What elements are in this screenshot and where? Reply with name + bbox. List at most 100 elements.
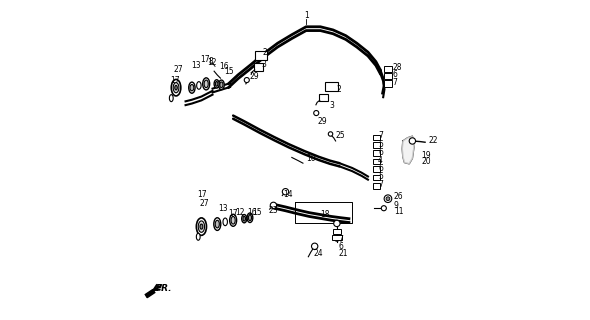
Ellipse shape — [200, 224, 203, 229]
Ellipse shape — [220, 82, 223, 88]
FancyBboxPatch shape — [326, 82, 338, 91]
Text: 22: 22 — [428, 136, 438, 145]
Circle shape — [334, 220, 340, 227]
Text: 27: 27 — [174, 65, 183, 74]
Circle shape — [282, 188, 289, 195]
Text: 5: 5 — [378, 140, 383, 148]
Text: 14: 14 — [283, 190, 293, 199]
FancyBboxPatch shape — [384, 66, 392, 72]
Ellipse shape — [242, 215, 247, 223]
FancyBboxPatch shape — [319, 94, 328, 101]
Text: 3: 3 — [261, 60, 266, 69]
Text: 29: 29 — [318, 117, 327, 126]
Ellipse shape — [243, 216, 245, 221]
FancyBboxPatch shape — [373, 159, 380, 164]
FancyBboxPatch shape — [373, 150, 380, 156]
Ellipse shape — [190, 84, 194, 91]
Ellipse shape — [171, 79, 181, 96]
Text: 17: 17 — [197, 190, 207, 199]
FancyBboxPatch shape — [333, 229, 341, 234]
Circle shape — [381, 206, 386, 211]
Text: 26: 26 — [394, 192, 404, 201]
FancyBboxPatch shape — [384, 80, 392, 87]
Text: 7: 7 — [339, 236, 343, 244]
Text: 6: 6 — [378, 164, 383, 173]
Ellipse shape — [230, 214, 237, 226]
Ellipse shape — [196, 218, 206, 235]
Ellipse shape — [248, 215, 251, 220]
Ellipse shape — [204, 80, 208, 88]
Ellipse shape — [196, 82, 201, 89]
Circle shape — [312, 243, 318, 250]
Ellipse shape — [214, 80, 219, 88]
Text: 2: 2 — [263, 48, 267, 57]
Polygon shape — [145, 289, 155, 298]
Ellipse shape — [247, 213, 253, 222]
Ellipse shape — [215, 220, 219, 228]
Text: 6: 6 — [378, 148, 383, 157]
Text: 4: 4 — [378, 156, 383, 165]
Ellipse shape — [215, 82, 218, 86]
Text: 17: 17 — [171, 76, 181, 84]
FancyBboxPatch shape — [373, 183, 380, 189]
Text: 7: 7 — [378, 180, 383, 189]
FancyBboxPatch shape — [373, 166, 380, 172]
Text: 8: 8 — [209, 57, 214, 66]
FancyBboxPatch shape — [254, 63, 263, 70]
Text: 10: 10 — [306, 154, 316, 163]
Text: 1: 1 — [304, 11, 309, 20]
Text: 7: 7 — [378, 132, 383, 140]
Text: 20: 20 — [421, 157, 431, 166]
FancyBboxPatch shape — [384, 73, 392, 79]
Text: 6: 6 — [339, 242, 343, 251]
Circle shape — [314, 110, 319, 116]
FancyBboxPatch shape — [332, 235, 342, 240]
FancyBboxPatch shape — [255, 51, 267, 60]
Ellipse shape — [173, 83, 179, 93]
Text: 19: 19 — [421, 151, 431, 160]
Text: 13: 13 — [191, 61, 201, 70]
Text: 11: 11 — [394, 207, 404, 216]
Text: 15: 15 — [252, 208, 262, 217]
Circle shape — [386, 197, 390, 201]
Text: 2: 2 — [337, 85, 342, 94]
Ellipse shape — [214, 218, 221, 230]
FancyBboxPatch shape — [373, 142, 380, 148]
Text: 12: 12 — [235, 208, 245, 217]
Text: 16: 16 — [219, 62, 229, 71]
Text: 23: 23 — [268, 206, 278, 215]
Text: 9: 9 — [394, 201, 399, 210]
Text: 27: 27 — [199, 199, 209, 208]
Circle shape — [335, 236, 339, 241]
Text: 17: 17 — [228, 209, 237, 218]
Text: 17: 17 — [200, 55, 209, 64]
Text: 24: 24 — [313, 249, 323, 258]
Ellipse shape — [175, 85, 178, 90]
Circle shape — [384, 195, 392, 203]
Ellipse shape — [223, 218, 227, 226]
Circle shape — [409, 138, 415, 144]
Text: 28: 28 — [393, 63, 402, 72]
Ellipse shape — [169, 95, 173, 102]
Text: 18: 18 — [320, 210, 329, 219]
Ellipse shape — [218, 80, 224, 90]
FancyBboxPatch shape — [373, 135, 380, 140]
Circle shape — [270, 202, 277, 209]
Circle shape — [244, 77, 250, 83]
Text: 15: 15 — [225, 67, 234, 76]
Text: FR.: FR. — [155, 284, 172, 293]
FancyBboxPatch shape — [373, 175, 380, 180]
Ellipse shape — [203, 78, 209, 90]
Ellipse shape — [196, 233, 200, 240]
Ellipse shape — [198, 221, 205, 232]
Text: 6: 6 — [393, 70, 398, 79]
Text: 25: 25 — [336, 131, 345, 140]
Text: 7: 7 — [393, 78, 398, 87]
Circle shape — [328, 132, 333, 136]
Text: 29: 29 — [250, 72, 260, 81]
Text: 12: 12 — [207, 58, 217, 67]
Polygon shape — [402, 136, 414, 164]
Text: 16: 16 — [247, 208, 257, 217]
Text: 13: 13 — [218, 204, 228, 213]
Text: 5: 5 — [378, 172, 383, 181]
